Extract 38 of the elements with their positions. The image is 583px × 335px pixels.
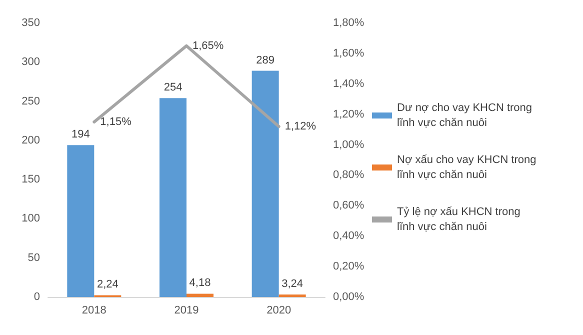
bar xyxy=(160,98,186,297)
legend-label: Nợ xấu cho vay KHCN trong lĩnh vực chăn nuôi xyxy=(397,154,540,181)
y2-tick-label: 1,20% xyxy=(333,108,364,120)
y-tick-label: 250 xyxy=(22,95,40,108)
data-label: 1,15% xyxy=(100,116,132,128)
y2-tick-label: 0,80% xyxy=(333,169,364,182)
bar xyxy=(186,294,214,297)
bar xyxy=(278,294,306,297)
data-label: 1,65% xyxy=(192,40,224,52)
y2-tick-label: 1,80% xyxy=(333,17,364,29)
y-tick-label: 50 xyxy=(28,252,40,264)
data-label: 3,24 xyxy=(282,278,304,290)
x-tick-label: 2020 xyxy=(266,304,292,316)
data-label: 4,18 xyxy=(189,277,211,290)
bar xyxy=(67,145,94,297)
legend-label: Dư nợ cho vay KHCN trong lĩnh vực chăn nuôi xyxy=(397,102,536,129)
y-tick-label: 350 xyxy=(22,17,40,29)
y-tick-label: 0 xyxy=(34,291,40,303)
bar xyxy=(252,70,279,297)
x-tick-label: 2019 xyxy=(174,304,199,316)
y-tick-label: 100 xyxy=(22,212,40,225)
y2-tick-label: 0,60% xyxy=(333,200,364,212)
y2-tick-label: 1,60% xyxy=(333,47,364,60)
data-label: 2,24 xyxy=(96,278,118,291)
y-tick-label: 200 xyxy=(22,134,40,146)
y2-tick-label: 0,20% xyxy=(333,260,364,273)
y2-tick-label: 1,40% xyxy=(333,78,364,90)
data-label: 1,12% xyxy=(284,120,316,133)
data-label: 254 xyxy=(164,82,182,94)
legend-label: Tỷ lệ nợ xấu KHCN trong lĩnh vực chăn nuôi xyxy=(397,206,524,233)
x-tick-label: 2018 xyxy=(82,304,106,316)
y2-tick-label: 0,40% xyxy=(333,230,364,242)
data-label: 289 xyxy=(256,54,275,66)
y-tick-label: 150 xyxy=(22,174,40,186)
y2-tick-label: 0,00% xyxy=(333,291,364,303)
data-label: 194 xyxy=(71,128,90,141)
y2-tick-label: 1,00% xyxy=(333,138,364,151)
y-tick-label: 300 xyxy=(22,56,40,68)
